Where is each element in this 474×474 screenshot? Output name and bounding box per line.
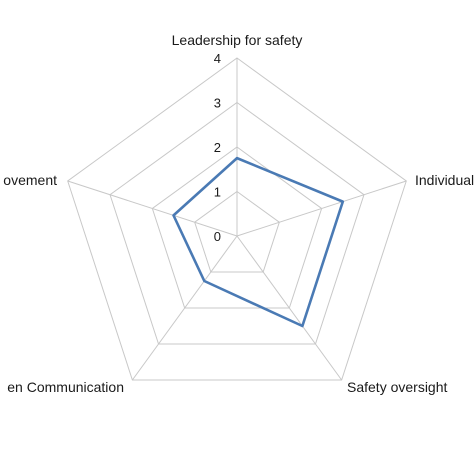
tick-label-2: 2: [214, 140, 221, 155]
category-label-communication: en Communication: [7, 379, 124, 395]
tick-label-3: 3: [214, 96, 221, 111]
tick-label-1: 1: [214, 185, 221, 200]
tick-labels: 0 1 2 3 4: [214, 51, 221, 244]
axis-spoke-2: [236, 235, 343, 381]
category-label-safety-oversight: Safety oversight: [347, 379, 447, 395]
grid-ring-3: [109, 101, 365, 345]
grid-ring-2: [151, 146, 323, 309]
grid-ring-4: [67, 57, 407, 381]
category-labels: Leadership for safety Individual Safety …: [3, 32, 474, 395]
category-label-improvement: ovement: [3, 172, 57, 188]
axis-spoke-1: [236, 180, 407, 237]
tick-label-0: 0: [214, 229, 221, 244]
grid-ring-1: [194, 190, 280, 273]
category-label-individual: Individual: [415, 172, 474, 188]
axis-spoke-4: [67, 180, 238, 237]
series-line-0: [172, 156, 345, 328]
category-label-leadership: Leadership for safety: [172, 32, 303, 48]
series-layer: [172, 156, 345, 328]
grid-layer: [67, 57, 407, 381]
tick-label-4: 4: [214, 51, 221, 66]
axis-spoke-3: [131, 235, 238, 381]
